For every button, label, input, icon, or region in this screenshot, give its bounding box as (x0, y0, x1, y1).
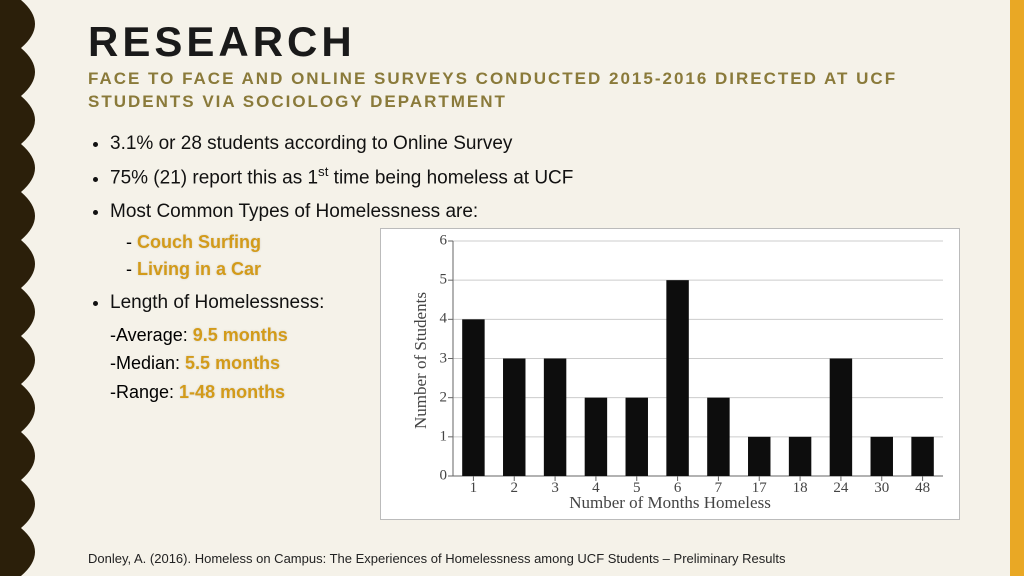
citation: Donley, A. (2016). Homeless on Campus: T… (88, 551, 994, 566)
y-tick-label: 0 (440, 468, 448, 485)
histogram-chart: Number of Students Number of Months Home… (380, 228, 960, 520)
left-scallop-decoration (0, 0, 48, 576)
x-tick-label: 1 (470, 480, 478, 497)
text: 75% (21) report this as 1 (110, 168, 318, 189)
slide-subtitle: FACE TO FACE AND ONLINE SURVEYS CONDUCTE… (88, 68, 968, 114)
x-tick-label: 48 (915, 480, 930, 497)
y-tick-label: 2 (440, 389, 448, 406)
stat-value: 9.5 months (193, 325, 288, 345)
superscript: st (318, 164, 328, 179)
x-tick-label: 7 (715, 480, 723, 497)
chart-x-label: Number of Months Homeless (381, 493, 959, 513)
stat-value: 5.5 months (185, 353, 280, 373)
right-accent-bar (1010, 0, 1024, 576)
x-tick-label: 17 (752, 480, 767, 497)
stat-label: -Median: (110, 353, 185, 373)
bullet-item: 75% (21) report this as 1st time being h… (110, 161, 994, 194)
stat-label: -Range: (110, 382, 179, 402)
y-tick-label: 5 (440, 272, 448, 289)
slide-title: RESEARCH (88, 18, 994, 66)
x-tick-label: 4 (592, 480, 600, 497)
x-tick-label: 18 (793, 480, 808, 497)
type-item: Couch Surfing (137, 232, 261, 252)
x-tick-label: 24 (833, 480, 848, 497)
x-tick-label: 30 (874, 480, 889, 497)
x-tick-label: 2 (511, 480, 519, 497)
y-tick-label: 3 (440, 350, 448, 367)
text: time being homeless at UCF (328, 168, 573, 189)
chart-y-label: Number of Students (411, 292, 431, 429)
chart-plot-area: 012345612345671718243048 (453, 241, 943, 476)
type-item: Living in a Car (137, 259, 261, 279)
x-tick-label: 6 (674, 480, 682, 497)
x-tick-label: 5 (633, 480, 641, 497)
stat-label: -Average: (110, 325, 193, 345)
y-tick-label: 1 (440, 428, 448, 445)
bullet-item: Most Common Types of Homelessness are: (110, 196, 994, 227)
stat-value: 1-48 months (179, 382, 285, 402)
x-tick-label: 3 (551, 480, 559, 497)
slide: RESEARCH FACE TO FACE AND ONLINE SURVEYS… (0, 0, 1024, 576)
bullet-list: 3.1% or 28 students according to Online … (88, 128, 994, 227)
y-tick-label: 6 (440, 233, 448, 250)
y-tick-label: 4 (440, 311, 448, 328)
bullet-item: 3.1% or 28 students according to Online … (110, 128, 994, 159)
